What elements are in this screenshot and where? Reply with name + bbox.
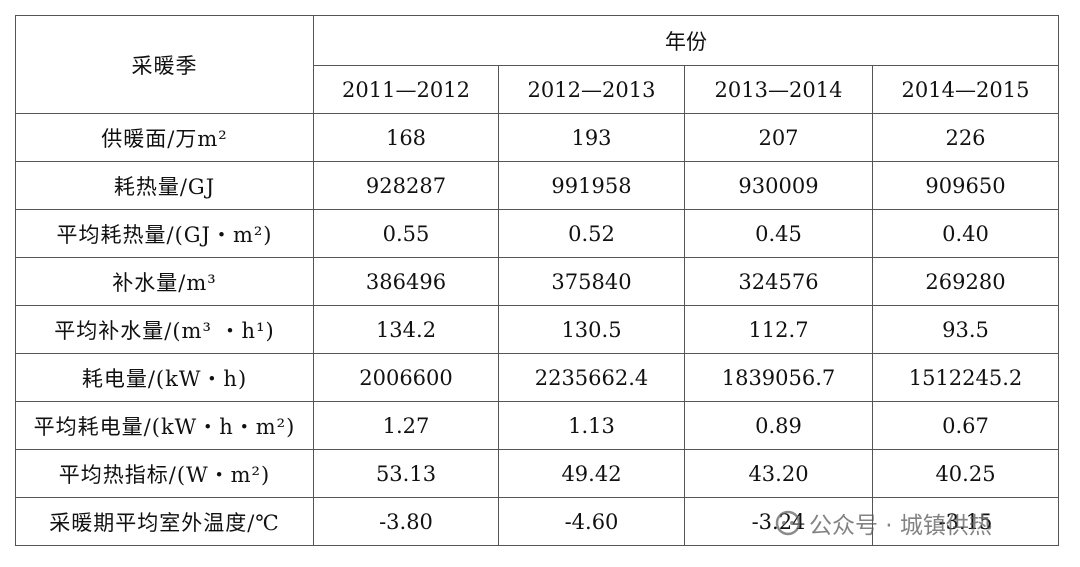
row-label: 平均热指标/(W・m²) xyxy=(15,449,314,498)
cell: 0.40 xyxy=(872,209,1059,258)
watermark-icon xyxy=(775,510,801,536)
group-header: 年份 xyxy=(313,15,1059,66)
cell: 324576 xyxy=(684,257,873,306)
cell: 0.45 xyxy=(684,209,873,258)
cell: 1.13 xyxy=(498,401,685,450)
cell: 130.5 xyxy=(498,305,685,354)
cell: 49.42 xyxy=(498,449,685,498)
cell: 909650 xyxy=(872,161,1059,210)
column-header: 2014—2015 xyxy=(872,65,1059,114)
cell: 928287 xyxy=(313,161,499,210)
column-header: 2013—2014 xyxy=(684,65,873,114)
cell: 386496 xyxy=(313,257,499,306)
cell: 0.89 xyxy=(684,401,873,450)
table-row: 采暖期平均室外温度/℃ -3.80 -4.60 -3.24 -3.15 xyxy=(15,497,1059,546)
cell: 375840 xyxy=(498,257,685,306)
cell: 2006600 xyxy=(313,353,499,402)
table-row: 平均耗电量/(kW・h・m²) 1.27 1.13 0.89 0.67 xyxy=(15,401,1059,450)
cell: 2235662.4 xyxy=(498,353,685,402)
row-label: 耗热量/GJ xyxy=(15,161,314,210)
cell: -4.60 xyxy=(498,497,685,546)
cell: -3.24 xyxy=(684,497,873,546)
cell: -3.15 xyxy=(872,497,1059,546)
row-label: 耗电量/(kW・h) xyxy=(15,353,314,402)
row-label: 平均耗电量/(kW・h・m²) xyxy=(15,401,314,450)
cell: 207 xyxy=(684,113,873,162)
cell: -3.80 xyxy=(313,497,499,546)
column-header: 2012—2013 xyxy=(498,65,685,114)
cell: 43.20 xyxy=(684,449,873,498)
cell: 0.52 xyxy=(498,209,685,258)
cell: 53.13 xyxy=(313,449,499,498)
table-body: 采暖季 年份 2011—2012 2012—2013 2013—2014 2014—2… xyxy=(15,15,1059,546)
cell: 0.55 xyxy=(313,209,499,258)
cell: 134.2 xyxy=(313,305,499,354)
cell: 93.5 xyxy=(872,305,1059,354)
cell: 1512245.2 xyxy=(872,353,1059,402)
cell: 0.67 xyxy=(872,401,1059,450)
watermark: 公众号 · 城镇供热 xyxy=(775,505,992,541)
row-header: 采暖季 xyxy=(15,15,314,114)
column-header: 2011—2012 xyxy=(313,65,499,114)
row-label: 平均补水量/(m³ ・h¹) xyxy=(15,305,314,354)
cell: 112.7 xyxy=(684,305,873,354)
row-label: 平均耗热量/(GJ・m²) xyxy=(15,209,314,258)
row-label: 供暖面/万m² xyxy=(15,113,314,162)
row-label: 补水量/m³ xyxy=(15,257,314,306)
row-label: 采暖期平均室外温度/℃ xyxy=(15,497,314,546)
watermark-text: 公众号 · 城镇供热 xyxy=(809,513,992,539)
cell: 930009 xyxy=(684,161,873,210)
table-row: 供暖面/万m² 168 193 207 226 xyxy=(15,113,1059,162)
table-row: 耗电量/(kW・h) 2006600 2235662.4 1839056.7 15122… xyxy=(15,353,1059,402)
table-row: 补水量/m³ 386496 375840 324576 269280 xyxy=(15,257,1059,306)
table-row: 耗热量/GJ 928287 991958 930009 909650 xyxy=(15,161,1059,210)
cell: 193 xyxy=(498,113,685,162)
table-row: 平均补水量/(m³ ・h¹) 134.2 130.5 112.7 93.5 xyxy=(15,305,1059,354)
data-table: 采暖季 年份 2011—2012 2012—2013 2013—2014 2014—2… xyxy=(15,15,1059,546)
cell: 40.25 xyxy=(872,449,1059,498)
cell: 168 xyxy=(313,113,499,162)
cell: 1839056.7 xyxy=(684,353,873,402)
cell: 269280 xyxy=(872,257,1059,306)
cell: 1.27 xyxy=(313,401,499,450)
table-row: 平均热指标/(W・m²) 53.13 49.42 43.20 40.25 xyxy=(15,449,1059,498)
header-row: 采暖季 年份 xyxy=(15,15,1059,114)
cell: 991958 xyxy=(498,161,685,210)
table-row: 平均耗热量/(GJ・m²) 0.55 0.52 0.45 0.40 xyxy=(15,209,1059,258)
cell: 226 xyxy=(872,113,1059,162)
